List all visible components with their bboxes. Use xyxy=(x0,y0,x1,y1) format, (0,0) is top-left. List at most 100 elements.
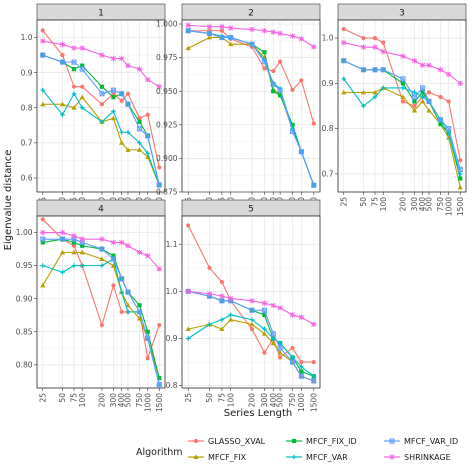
data-point xyxy=(341,58,347,64)
legend-entry-mfcf-fix: MFCF_FIX xyxy=(188,453,247,462)
data-point xyxy=(40,236,46,242)
x-tick-label: 200 xyxy=(248,393,257,408)
data-point xyxy=(79,263,85,268)
data-point xyxy=(400,94,406,99)
legend-label: MFCF_VAR xyxy=(306,453,348,462)
data-point xyxy=(206,24,213,30)
y-tick-label: 1.000 xyxy=(156,20,178,29)
data-point xyxy=(277,345,283,351)
data-point xyxy=(119,56,125,62)
data-point xyxy=(40,52,46,58)
x-tick-label: 200 xyxy=(98,393,107,408)
data-point xyxy=(186,223,191,228)
facet-strip-label: 4 xyxy=(98,205,104,215)
data-point xyxy=(99,246,105,252)
x-tick-label: 100 xyxy=(226,393,235,408)
data-point xyxy=(145,77,151,83)
data-point xyxy=(71,249,77,255)
data-point xyxy=(40,38,46,44)
data-point xyxy=(299,369,304,374)
data-point xyxy=(110,115,117,121)
data-point xyxy=(59,59,66,65)
data-point xyxy=(136,147,143,152)
data-point xyxy=(446,71,452,77)
data-point xyxy=(80,84,85,89)
legend-label: GLASSO_XVAL xyxy=(208,437,266,446)
data-point xyxy=(270,302,276,309)
data-point xyxy=(299,359,304,365)
data-point xyxy=(249,298,255,304)
data-point xyxy=(125,309,131,315)
y-axis-title: Eigenvalue distance xyxy=(3,150,14,251)
data-point xyxy=(438,122,443,127)
data-point xyxy=(110,87,117,93)
facet-panel-2: 20.8750.9000.9250.9500.9751.000255075100… xyxy=(156,3,321,216)
data-point xyxy=(71,59,77,65)
data-point xyxy=(426,90,432,95)
data-point xyxy=(298,373,304,379)
legend-key-marker xyxy=(291,454,297,460)
data-point xyxy=(262,50,267,55)
data-point xyxy=(228,41,234,47)
data-point xyxy=(411,58,418,64)
series-mfcf-var xyxy=(185,312,317,379)
data-point xyxy=(228,317,234,322)
data-point xyxy=(271,89,276,94)
data-point xyxy=(420,94,425,100)
data-point xyxy=(71,67,77,72)
data-point xyxy=(270,336,276,341)
legend-key-marker xyxy=(291,438,297,444)
data-point xyxy=(219,28,225,33)
data-point xyxy=(79,105,85,111)
data-point xyxy=(71,105,77,110)
data-point xyxy=(99,119,105,125)
series-shrinkage xyxy=(40,229,162,272)
data-point xyxy=(420,85,426,91)
data-point xyxy=(271,68,276,74)
data-point xyxy=(79,66,85,72)
data-point xyxy=(206,34,213,40)
data-point xyxy=(156,84,162,90)
x-tick-label: 1000 xyxy=(444,197,453,216)
data-point xyxy=(185,336,191,341)
data-point xyxy=(249,317,255,322)
data-point xyxy=(99,52,105,58)
data-point xyxy=(437,117,444,123)
data-point xyxy=(400,76,406,82)
data-point xyxy=(59,249,66,255)
series-mfcf-var-id xyxy=(40,52,162,188)
data-point xyxy=(438,94,443,100)
data-point xyxy=(156,382,162,388)
data-point xyxy=(136,126,143,132)
data-point xyxy=(270,340,276,346)
legend-label: MFCF_VAR_ID xyxy=(404,437,458,446)
data-point xyxy=(420,98,426,104)
data-point xyxy=(40,263,46,268)
data-point xyxy=(446,99,451,104)
y-tick-label: 0.6 xyxy=(21,174,33,183)
data-point xyxy=(111,253,116,258)
data-point xyxy=(446,126,452,132)
y-tick-label: 0.8 xyxy=(322,124,334,133)
data-point xyxy=(289,33,296,39)
data-point xyxy=(207,265,212,270)
data-point xyxy=(270,29,276,35)
data-point xyxy=(400,85,406,91)
facet-panel-4: 4 0.80 0.85 0.90 0.95 1.00 25 50 75 100 200 300 4005… xyxy=(16,199,166,412)
data-point xyxy=(125,130,131,135)
data-point xyxy=(111,95,116,100)
data-point xyxy=(145,112,150,117)
y-tick-label: 0.80 xyxy=(16,360,33,369)
legend-entry-mfcf-var: MFCF_VAR xyxy=(286,453,348,462)
x-tick-label: 400 xyxy=(418,197,427,212)
data-point xyxy=(59,101,66,107)
data-point xyxy=(277,305,283,311)
data-point xyxy=(40,87,46,93)
x-axis-title: Series Length xyxy=(224,408,292,419)
y-tick-label: 0.7 xyxy=(21,138,33,147)
data-point xyxy=(219,317,225,322)
data-point xyxy=(277,350,283,355)
x-tick-label: 1500 xyxy=(155,393,164,412)
plot-frame xyxy=(36,215,166,389)
